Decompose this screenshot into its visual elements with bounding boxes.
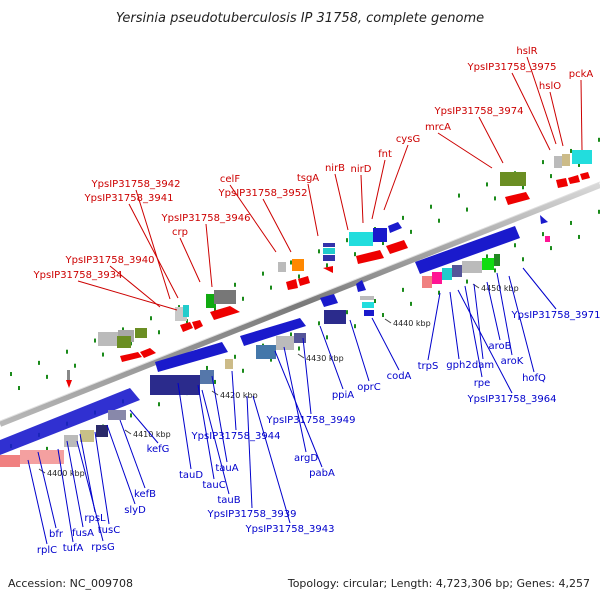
gene-label: YpsIP31758_3934 [33, 270, 123, 281]
gene-label: celF [220, 174, 240, 185]
gene-label: YpsIP31758_3940 [65, 255, 155, 266]
lower-gene-labels: YpsIP31758_3971 hofQ aroK aroB dam rpe YpsIP31… [27, 267, 600, 556]
gene-label: hslO [539, 81, 561, 92]
gene-label: tauD [179, 470, 203, 481]
map-title: Yersinia pseudotuberculosis IP 31758, co… [116, 11, 484, 26]
gene-label: kefB [134, 489, 156, 500]
gene-label: fusA [72, 528, 94, 539]
gene-label: YpsIP31758_3942 [91, 179, 181, 190]
gene-label: YpsIP31758_3975 [467, 62, 557, 73]
gene-label: tauB [217, 495, 240, 506]
gene-label: YpsIP31758_3964 [467, 394, 557, 405]
scale-label: 4400 kbp [47, 469, 85, 478]
gene-label: bfr [49, 529, 64, 540]
gene-label: tauA [215, 463, 238, 474]
genome-summary-text: Topology: circular; Length: 4,723,306 bp… [287, 577, 590, 590]
genome-backbone [0, 182, 600, 427]
gene-label: YpsIP31758_3946 [161, 213, 251, 224]
gene-label: nirD [351, 164, 372, 175]
gene-label: mrcA [425, 122, 451, 133]
gene-label: rpsG [91, 542, 114, 553]
gene-label: codA [387, 371, 412, 382]
gene-label: pabA [309, 468, 335, 479]
scale-label: 4410 kbp [133, 430, 171, 439]
gene-label: aroB [489, 341, 512, 352]
gene-label: tusC [98, 525, 120, 536]
gene-label: hofQ [522, 373, 546, 384]
gene-label: argD [294, 453, 318, 464]
gene-label: cysG [396, 134, 420, 145]
gene-label: tsgA [297, 173, 319, 184]
upper-gene-labels: hslR YpsIP31758_3975 hslO pckA YpsIP31758_39… [33, 46, 594, 311]
gene-label: hslR [516, 46, 537, 57]
gene-label: aroK [501, 356, 524, 367]
gene-label: gph2 [446, 360, 471, 371]
gene-label: rpsL [84, 513, 106, 524]
gene-label: slyD [124, 505, 146, 516]
gene-label: YpsIP31758_3974 [434, 106, 524, 117]
lower-features [0, 226, 520, 467]
gene-label: YpsIP31758_3943 [245, 524, 335, 535]
gene-label: oprC [357, 382, 381, 393]
gene-label: rplC [37, 545, 57, 556]
gene-label: tauC [202, 480, 225, 491]
upper-features [66, 150, 592, 388]
gene-label: dam [472, 360, 494, 371]
gene-label: rpe [474, 378, 491, 389]
accession-text: Accession: NC_009708 [8, 577, 134, 590]
gene-label: YpsIP31758_3941 [84, 193, 174, 204]
gene-label: fnt [378, 149, 392, 160]
scale-label: 4420 kbp [220, 391, 258, 400]
gene-label: kefG [147, 444, 170, 455]
gene-label: YpsIP31758_3949 [266, 415, 356, 426]
gene-label: YpsIP31758_3944 [191, 431, 281, 442]
gene-label: YpsIP31758_3952 [218, 188, 308, 199]
gene-label: crp [172, 227, 188, 238]
gene-label: tufA [63, 543, 84, 554]
gene-label: YpsIP31758_3971 [511, 310, 600, 321]
gene-label: pckA [569, 69, 594, 80]
gene-label: nirB [325, 163, 345, 174]
scale-label: 4440 kbp [393, 319, 431, 328]
scale-label: 4430 kbp [306, 354, 344, 363]
gene-label: YpsIP31758_3939 [207, 509, 297, 520]
gene-label: ppiA [332, 390, 354, 401]
gene-label: trpS [418, 361, 439, 372]
